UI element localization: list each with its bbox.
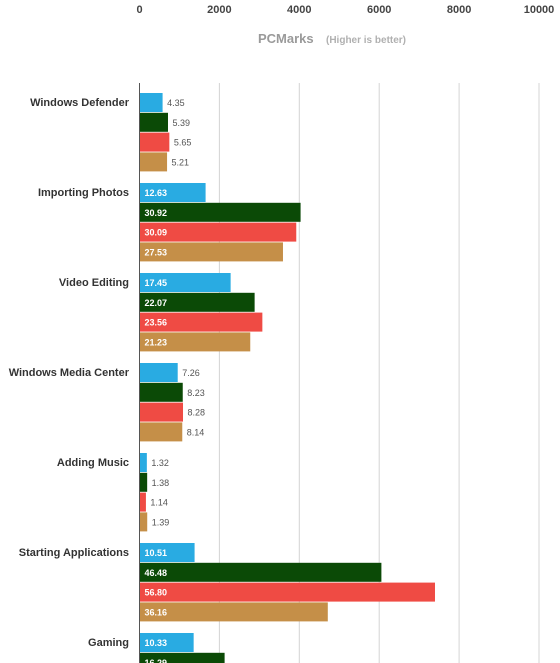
bar (140, 332, 251, 352)
category-label: Video Editing (59, 277, 129, 289)
x-axis-ticks: 0 2000 4000 6000 8000 10000 (136, 4, 554, 16)
bar (140, 472, 148, 492)
x-tick-label: 6000 (367, 4, 391, 16)
bar (140, 242, 283, 262)
bar (140, 543, 195, 562)
bar (140, 402, 184, 422)
bar-value-label: 8.23 (187, 388, 205, 398)
bar-value-label: 22.07 (145, 298, 168, 308)
bar-value-label: 7.26 (182, 368, 200, 378)
x-axis-title: PCMarks (258, 31, 314, 46)
bar (140, 453, 147, 472)
bar (140, 562, 382, 582)
x-tick-label: 0 (136, 4, 142, 16)
bar (140, 273, 231, 292)
bar-value-label: 10.33 (145, 638, 168, 648)
bar-value-label: 1.39 (152, 517, 170, 527)
bar-value-label: 5.39 (172, 118, 190, 128)
bar (140, 492, 146, 512)
x-axis-subtitle: (Higher is better) (326, 35, 406, 46)
bar (140, 222, 297, 242)
bar-value-label: 1.38 (152, 478, 170, 488)
bar (140, 202, 301, 222)
bar-value-label: 5.21 (172, 157, 190, 167)
bar-value-label: 8.28 (188, 408, 206, 418)
bar (140, 652, 225, 663)
bar-value-label: 36.16 (145, 607, 168, 617)
category-label: Starting Applications (19, 547, 129, 559)
x-tick-label: 8000 (447, 4, 471, 16)
bar (140, 292, 255, 312)
bar (140, 312, 263, 332)
bar-value-label: 1.14 (150, 498, 168, 508)
bar-value-label: 8.14 (187, 427, 205, 437)
bar (140, 602, 328, 622)
bar-value-label: 1.32 (151, 458, 169, 468)
bars: 4.35 5.39 5.65 5.21 12.63 30.92 30.09 27.53 17.4… (140, 93, 435, 663)
category-label: Gaming (88, 637, 129, 649)
bar-value-label: 16.29 (145, 658, 168, 663)
bar-value-label: 23.56 (145, 318, 168, 328)
bar-value-label: 21.23 (145, 337, 168, 347)
bar-value-label: 30.92 (145, 208, 168, 218)
bar (140, 633, 194, 652)
bar-value-label: 27.53 (145, 247, 168, 257)
x-tick-label: 2000 (207, 4, 231, 16)
category-label: Importing Photos (38, 187, 129, 199)
bar-value-label: 4.35 (167, 98, 185, 108)
bar (140, 183, 206, 202)
bar (140, 132, 170, 152)
bar-value-label: 10.51 (145, 548, 168, 558)
bar-value-label: 30.09 (145, 228, 168, 238)
bar-value-label: 46.48 (145, 568, 168, 578)
category-labels: Windows Defender Importing Photos Video Ed… (9, 97, 130, 649)
bar (140, 152, 168, 172)
bar-value-label: 17.45 (145, 278, 168, 288)
bar (140, 363, 178, 382)
bar-value-label: 12.63 (145, 188, 168, 198)
bar (140, 422, 183, 442)
bar (140, 382, 183, 402)
bar (140, 512, 148, 532)
bar-value-label: 5.65 (174, 138, 192, 148)
bar (140, 582, 435, 602)
category-label: Windows Defender (30, 97, 130, 109)
bar-value-label: 56.80 (145, 588, 168, 598)
x-tick-label: 10000 (524, 4, 555, 16)
bar (140, 93, 163, 112)
category-label: Adding Music (57, 457, 129, 469)
bar (140, 112, 168, 132)
x-tick-label: 4000 (287, 4, 311, 16)
category-label: Windows Media Center (9, 367, 130, 379)
